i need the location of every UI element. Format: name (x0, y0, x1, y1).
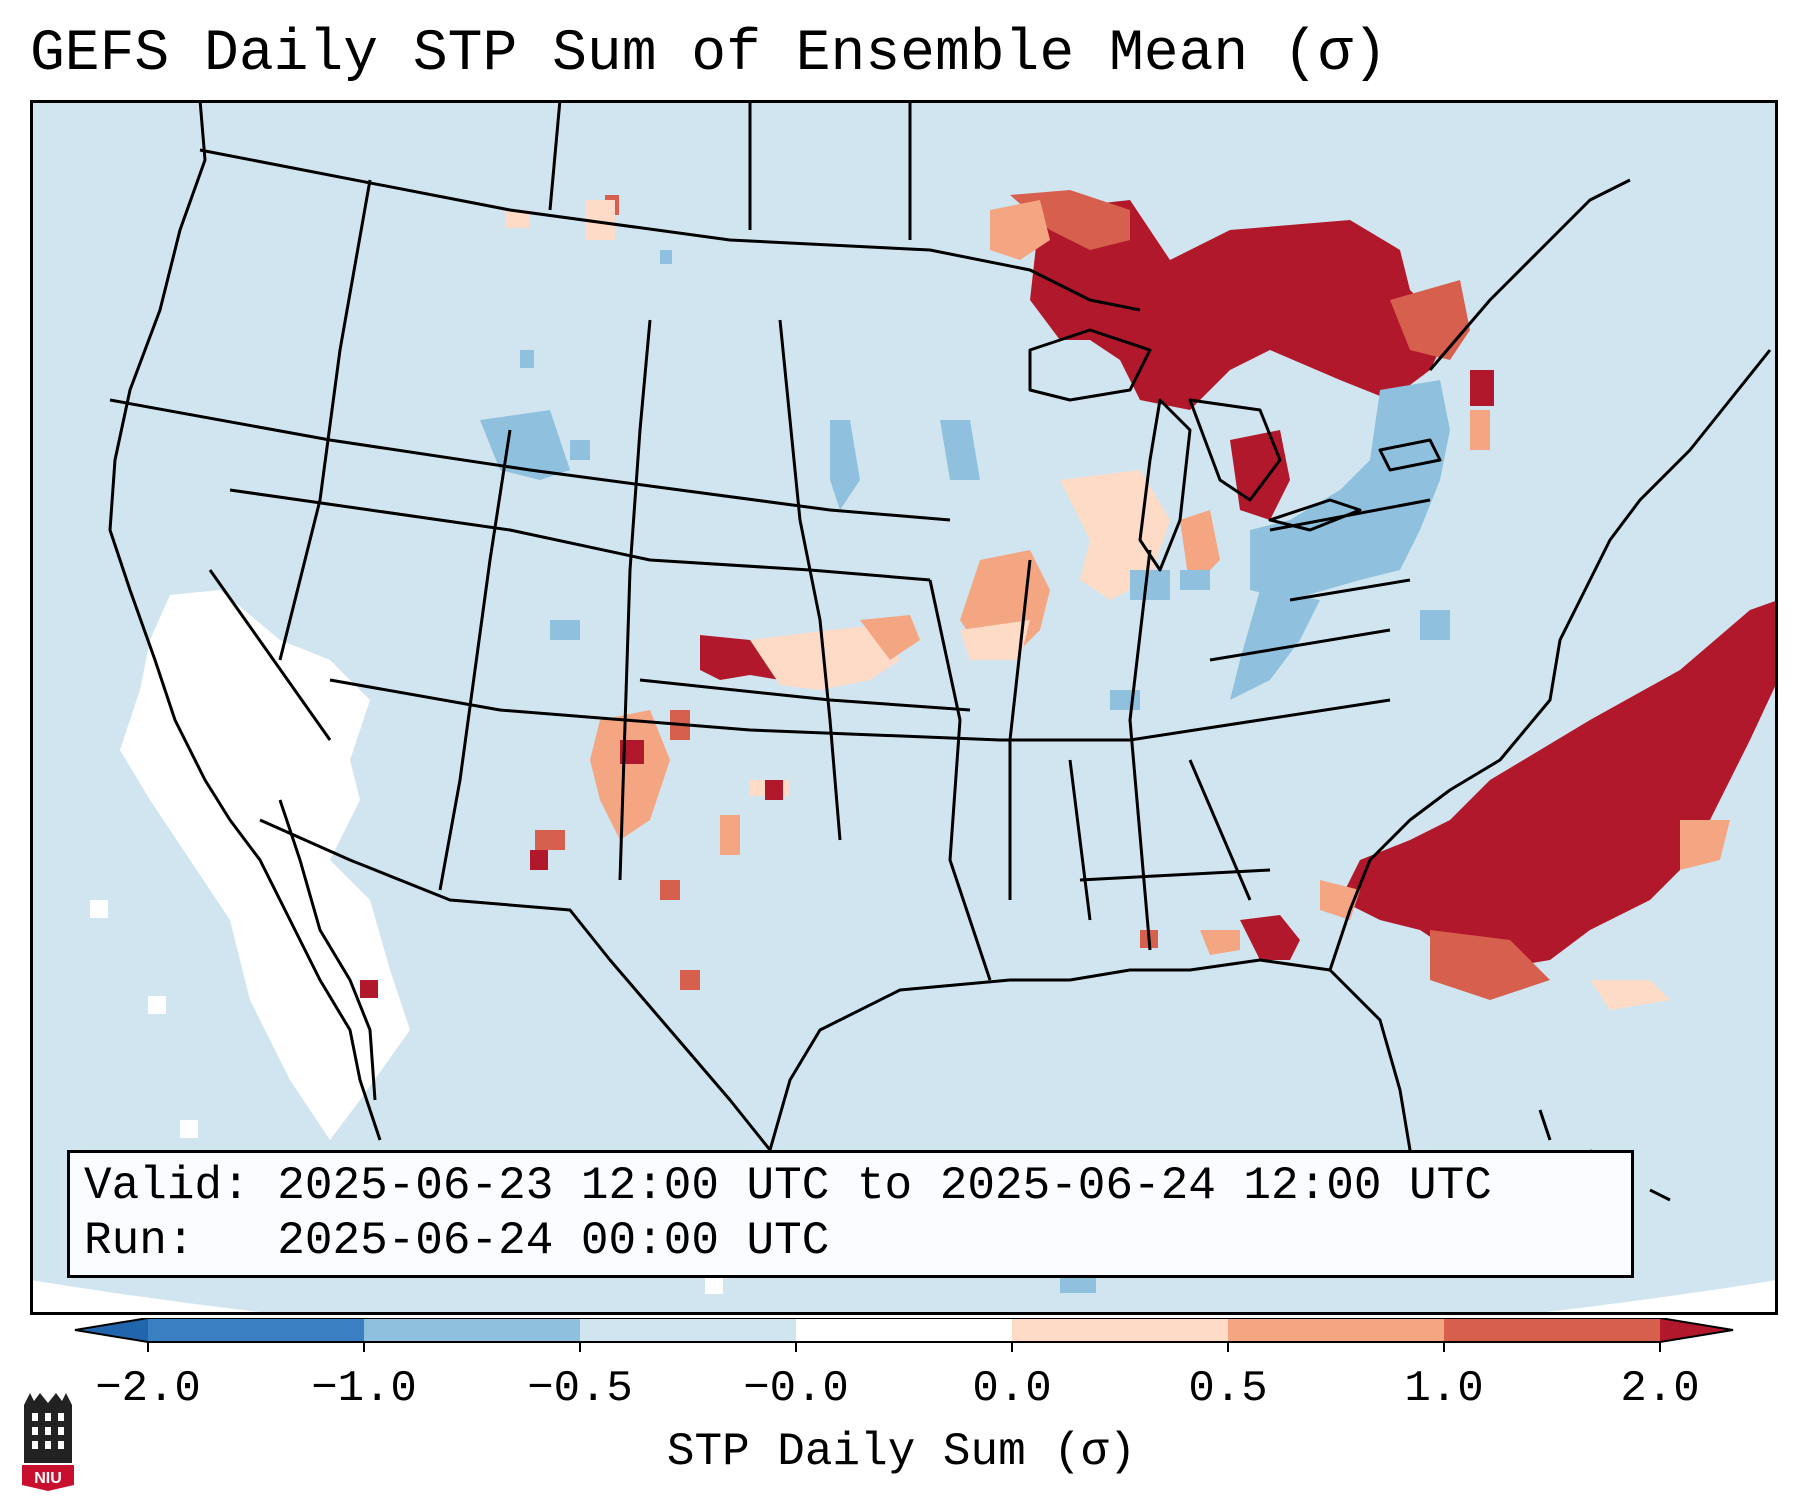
map-frame (30, 100, 1778, 1315)
state-line (1188, 759, 1252, 901)
colorbar-label: STP Daily Sum (σ) (666, 1426, 1137, 1478)
colorbar-segment (1444, 1318, 1660, 1342)
colorbar-extend-high (1660, 1318, 1733, 1342)
field-near-zero-west (90, 590, 723, 1294)
colorbar-segment (580, 1318, 796, 1342)
lake-michigan (1138, 398, 1192, 572)
colorbar-tick-label: −0.5 (527, 1364, 633, 1414)
field-negative-anomalies (480, 250, 1450, 1293)
state-line (208, 569, 332, 741)
lake-superior (1028, 328, 1152, 402)
logo-text: NIU (34, 1470, 62, 1487)
valid-value: 2025-06-23 12:00 UTC to 2025-06-24 12:00… (277, 1160, 1492, 1212)
state-line (1289, 578, 1411, 602)
state-line (109, 398, 951, 522)
valid-time-row: Valid: 2025-06-23 12:00 UTC to 2025-06-2… (84, 1159, 1617, 1214)
lake-erie (1268, 498, 1362, 532)
colorbar-extend-low (75, 1318, 148, 1342)
border-mexico (259, 818, 772, 1151)
coastline-baja (278, 799, 377, 1101)
state-line (1079, 868, 1271, 882)
lake-huron (1188, 398, 1282, 502)
colorbar-tick-label: 0.5 (1188, 1364, 1268, 1414)
run-label: Run: (84, 1215, 195, 1267)
chart-title: GEFS Daily STP Sum of Ensemble Mean (σ) (30, 22, 1388, 87)
valid-run-info-box: Valid: 2025-06-23 12:00 UTC to 2025-06-2… (67, 1150, 1634, 1278)
state-line (618, 319, 652, 881)
colorbar-segment (796, 1318, 1012, 1342)
colorbar-segment (1228, 1318, 1444, 1342)
valid-label: Valid: (84, 1160, 250, 1212)
colorbar-tick-label: 0.0 (972, 1364, 1052, 1414)
state-line (1008, 559, 1032, 900)
run-time-row: Run: 2025-06-24 00:00 UTC (84, 1214, 1617, 1269)
colorbar-tick-label: 2.0 (1620, 1364, 1700, 1414)
province-line (548, 100, 562, 211)
state-line (639, 678, 971, 712)
st-lawrence (1428, 178, 1631, 371)
colorbar-segment (364, 1318, 580, 1342)
colorbar-tick-label: −0.0 (743, 1364, 849, 1414)
state-line (928, 579, 992, 981)
lake-ontario (1378, 438, 1442, 472)
state-line (1128, 549, 1152, 951)
colorbar (74, 1318, 1734, 1352)
colorbar-segment (148, 1318, 364, 1342)
map-svg (30, 100, 1778, 1315)
outside-domain-area (30, 1280, 1778, 1315)
colorbar-segment (1012, 1318, 1228, 1342)
niu-logo-icon: NIU (22, 1393, 74, 1491)
state-line (438, 429, 512, 891)
border-canada-us (199, 148, 1141, 312)
state-line (778, 319, 842, 841)
colorbar-tick-label: −1.0 (311, 1364, 417, 1414)
map-panel (30, 100, 1778, 1315)
field-positive-anomalies (360, 190, 1778, 1010)
coastline-gulf (768, 958, 1412, 1172)
state-line (278, 179, 372, 661)
colorbar-tick-label: −2.0 (95, 1364, 201, 1414)
run-value: 2025-06-24 00:00 UTC (277, 1215, 830, 1267)
state-line (229, 488, 931, 582)
colorbar-tick-label: 1.0 (1404, 1364, 1484, 1414)
coastline-west (108, 100, 382, 1141)
state-line (1068, 759, 1092, 921)
coastline-east (1328, 349, 1772, 971)
state-line (1209, 628, 1391, 662)
